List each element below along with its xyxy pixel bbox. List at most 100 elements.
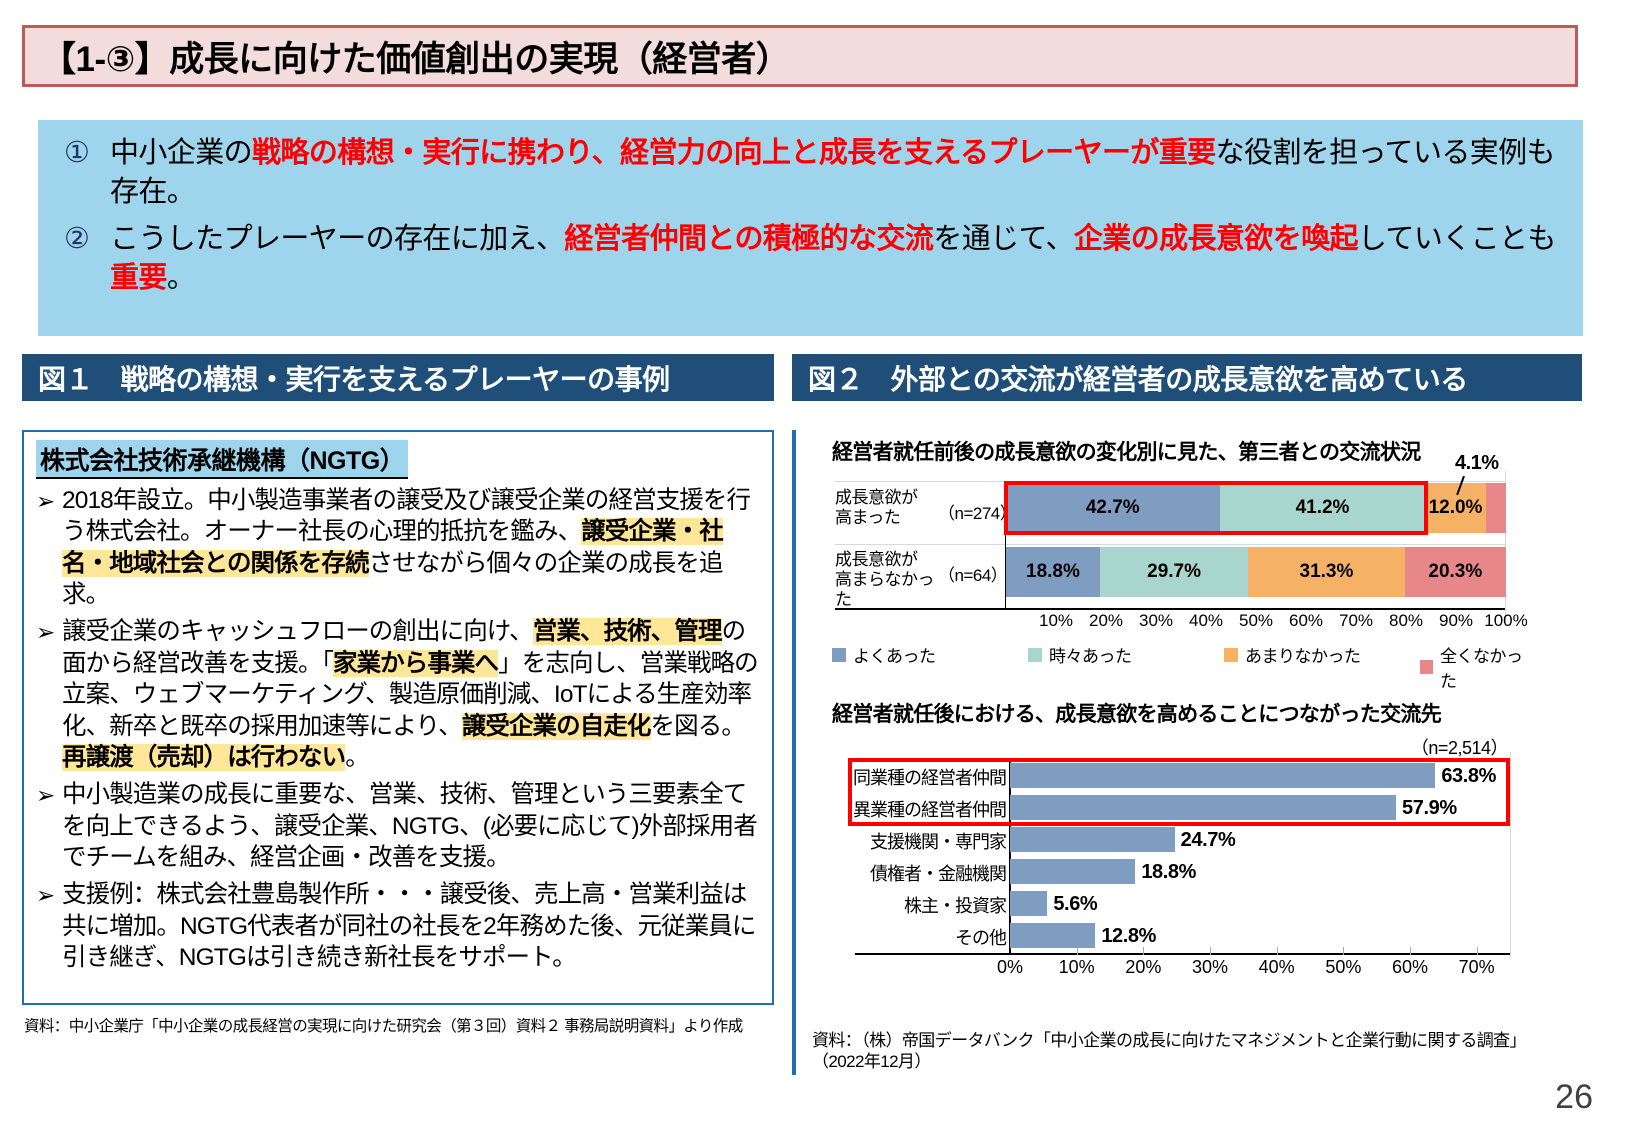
figure2-source-note: 資料：（株）帝国データバンク「中小企業の成長に向けたマネジメントと企業行動に関す… [812, 1031, 1527, 1072]
chart2-bar-value: 57.9% [1402, 797, 1457, 819]
chart1-legend-item: 時々あった [1028, 642, 1132, 667]
chart2-bar-value: 5.6% [1053, 893, 1098, 915]
text-run: 営業、技術、管理 [532, 618, 722, 646]
chart2-tick-mark [1410, 947, 1411, 955]
figure1-header: 図１ 戦略の構想・実行を支えるプレーヤーの事例 [22, 354, 774, 401]
chart2-bottom-rule [855, 953, 1510, 955]
chart2-tick-mark [1076, 947, 1078, 955]
chart2-tick-mark [1276, 947, 1278, 955]
chart1-legend-item: あまりなかった [1224, 642, 1361, 667]
figure2-panel: 経営者就任前後の成長意欲の変化別に見た、第三者との交流状況 成長意欲が 高まった （… [792, 430, 1582, 1075]
text-run: の面から経営改善を支援。「 [62, 618, 746, 677]
text-run: こうしたプレーヤーの存在に加え、 [110, 222, 565, 255]
chart2-x-tick: 50% [1325, 957, 1362, 977]
chart2-row-label: その他 [955, 928, 1007, 948]
chart1-segment: 18.8% [1006, 547, 1100, 597]
text-run: 再譲渡（売却）は行わない [62, 743, 346, 771]
chart2-top-rule [855, 758, 1510, 759]
chart2-row-label: 債権者・金融機関 [870, 864, 1007, 884]
text-run: 企業の成長意欲を喚起 [1073, 222, 1359, 255]
chart1-x-tick: 10% [1038, 611, 1074, 630]
legend-label: あまりなかった [1245, 647, 1361, 666]
chart2-x-tick: 60% [1391, 957, 1429, 977]
list-item: ➢ 2018年設立。中小製造事業者の譲受及び譲受企業の経営支援を行う株式会社。オ… [36, 485, 762, 610]
chart1-legend-item: 全くなかった [1420, 642, 1532, 692]
chart2-x-tick: 30% [1191, 957, 1229, 977]
chart2-sample-size: （n=2,514） [1410, 738, 1509, 758]
text-run: 譲受企業のキャッシュフローの創出に向け、 [62, 618, 534, 646]
chart1-x-tick: 20% [1088, 611, 1124, 630]
list-item-text: 中小製造業の成長に重要な、営業、技術、管理という三要素全てを向上できるよう、譲受… [62, 779, 762, 873]
legend-label: よくあった [853, 647, 936, 666]
page-number: 26 [1555, 1078, 1593, 1116]
figure1-header-label: 図１ 戦略の構想・実行を支えるプレーヤーの事例 [38, 363, 670, 395]
chart2-row-label: 異業種の経営者仲間 [853, 800, 1007, 820]
text-run: していくことも [1357, 222, 1557, 255]
text-run: 家業から事業へ [332, 649, 499, 677]
chart1-stacked-row: 42.7% 41.2% 12.0% [1006, 483, 1506, 533]
text-run: 」を志向し、営業戦略の立案、ウェブマーケティング、製造原価削減、IoTによる生産… [62, 649, 759, 740]
list-item-text: 支援例：株式会社豊島製作所・・・譲受後、売上高・営業利益は共に増加。NGTG代表… [62, 879, 762, 973]
chart1-segment: 12.0% [1425, 483, 1486, 533]
list-item: ➢ 譲受企業のキャッシュフローの創出に向け、営業、技術、管理の面から経営改善を支… [36, 616, 762, 773]
chart2-bar [1010, 923, 1096, 948]
chart1-x-tick: 80% [1388, 611, 1424, 630]
chart1-sample-size: （n=64） [938, 566, 1008, 585]
chart2-x-tick: 10% [1058, 957, 1095, 977]
chart1-axis-line [835, 608, 1505, 610]
text-run: な役割を担っている実例も存在。 [110, 137, 1556, 208]
chart2-bar [1010, 891, 1048, 916]
summary-item-text: こうしたプレーヤーの存在に加え、経営者仲間との積極的な交流を通じて、企業の成長意… [110, 220, 1565, 298]
chart-stacked-bar: 経営者就任前後の成長意欲の変化別に見た、第三者との交流状況 成長意欲が 高まった （… [810, 430, 1582, 691]
chart2-title: 経営者就任後における、成長意欲を高めることにつながった交流先 [832, 703, 1442, 726]
list-item: ➢ 支援例：株式会社豊島製作所・・・譲受後、売上高・営業利益は共に増加。NGTG… [36, 879, 762, 973]
page-title-bar: 【1-③】成長に向けた価値創出の実現（経営者） [22, 25, 1578, 87]
chart1-stacked-row: 18.8% 29.7% 31.3% 20.3% [1006, 547, 1507, 597]
list-item: ➢ 中小製造業の成長に重要な、営業、技術、管理という三要素全てを向上できるよう、… [36, 779, 762, 873]
chart2-tick-mark [1343, 947, 1345, 955]
bullet-marker-icon: ➢ [36, 782, 56, 809]
text-run: 。 [345, 743, 369, 771]
chart2-x-tick: 70% [1458, 957, 1495, 977]
list-item-text: 2018年設立。中小製造事業者の譲受及び譲受企業の経営支援を行う株式会社。オーナ… [62, 485, 762, 610]
chart1-x-tick: 50% [1238, 611, 1274, 630]
chart1-row-label: 成長意欲が 高まらなかった [835, 550, 935, 610]
chart1-row-label: 成長意欲が 高まった [835, 488, 918, 528]
chart2-x-tick: 20% [1125, 957, 1162, 977]
chart1-segment: 20.3% [1404, 547, 1507, 597]
chart2-row-label: 同業種の経営者仲間 [853, 768, 1007, 788]
legend-swatch-icon [1028, 647, 1042, 662]
chart2-bar-value: 18.8% [1141, 861, 1197, 883]
chart-horizontal-bar: 経営者就任後における、成長意欲を高めることにつながった交流先 （n=2,514）… [810, 692, 1582, 992]
chart2-right-rule [1510, 752, 1511, 957]
text-run: させながら個々の企業の成長を追求。 [62, 549, 723, 609]
chart2-bar-value: 12.8% [1101, 925, 1157, 947]
chart1-x-tick: 70% [1338, 611, 1374, 630]
summary-item: ① 中小企業の戦略の構想・実行に携わり、経営力の向上と成長を支えるプレーヤーが重… [56, 134, 1565, 212]
summary-item-number: ② [64, 222, 90, 255]
chart2-x-tick: 40% [1258, 957, 1295, 977]
chart2-tick-mark [1476, 947, 1478, 955]
chart2-bar [1010, 763, 1436, 788]
chart1-x-tick: 40% [1188, 611, 1224, 630]
chart1-segment [1485, 483, 1506, 533]
chart2-x-tick: 0% [996, 957, 1024, 977]
chart1-x-tick: 90% [1438, 611, 1474, 630]
chart2-row-label: 株主・投資家 [904, 896, 1007, 916]
chart2-axis-line [1009, 758, 1011, 953]
summary-item-text: 中小企業の戦略の構想・実行に携わり、経営力の向上と成長を支えるプレーヤーが重要な… [110, 134, 1565, 212]
text-run: 譲受企業の自走化 [461, 712, 651, 740]
chart1-legend-item: よくあった [832, 642, 936, 667]
text-run: 。 [166, 261, 196, 294]
chart2-tick-mark [1143, 947, 1145, 955]
chart1-annotation-4-1: 4.1% [1455, 452, 1499, 474]
bullet-marker-icon: ➢ [36, 882, 56, 909]
summary-box: ① 中小企業の戦略の構想・実行に携わり、経営力の向上と成長を支えるプレーヤーが重… [38, 120, 1583, 336]
chart1-segment: 42.7% [1006, 483, 1220, 533]
legend-swatch-icon [832, 647, 846, 662]
legend-swatch-icon [1224, 647, 1238, 662]
figure2-header-label: 図２ 外部との交流が経営者の成長意欲を高めている [808, 363, 1468, 395]
company-name: 株式会社技術承継機構（NGTG） [36, 440, 409, 479]
chart1-segment: 31.3% [1248, 547, 1405, 597]
chart2-bar-value: 24.7% [1180, 829, 1236, 851]
